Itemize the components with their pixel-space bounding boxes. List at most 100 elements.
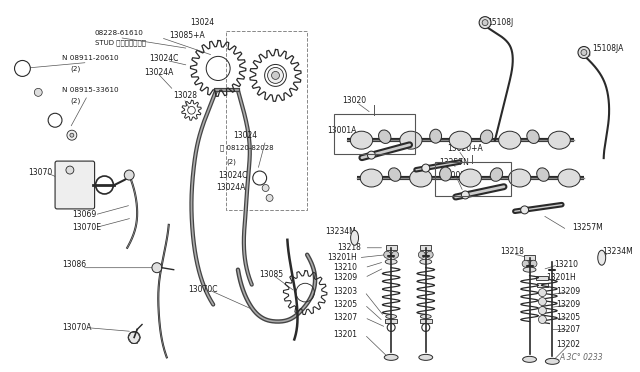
Text: 15108JA: 15108JA — [592, 44, 623, 53]
Text: 13024A: 13024A — [144, 68, 173, 77]
Text: B: B — [257, 175, 262, 181]
Text: 13201H: 13201H — [547, 273, 576, 282]
Ellipse shape — [481, 130, 493, 144]
FancyBboxPatch shape — [55, 161, 95, 209]
Circle shape — [530, 260, 537, 267]
Circle shape — [538, 315, 547, 324]
Text: 13205: 13205 — [556, 313, 580, 322]
Ellipse shape — [360, 169, 383, 187]
Circle shape — [461, 191, 469, 199]
Text: 13209: 13209 — [556, 287, 580, 296]
Circle shape — [15, 61, 30, 76]
Text: STUD スタッド（Ｂ）: STUD スタッド（Ｂ） — [95, 39, 146, 46]
Circle shape — [422, 164, 429, 172]
Text: 13257M: 13257M — [572, 223, 603, 232]
Text: (2): (2) — [226, 159, 236, 165]
Text: 13210: 13210 — [554, 260, 579, 269]
Ellipse shape — [490, 168, 502, 181]
Ellipse shape — [523, 356, 536, 362]
Text: 13024: 13024 — [191, 18, 214, 27]
Circle shape — [581, 49, 587, 55]
Text: 13209: 13209 — [333, 273, 357, 282]
Circle shape — [67, 130, 77, 140]
Text: N 08915-33610: N 08915-33610 — [62, 87, 118, 93]
Text: (2): (2) — [70, 97, 80, 103]
Ellipse shape — [420, 259, 432, 264]
FancyBboxPatch shape — [386, 245, 397, 250]
Text: 13201H: 13201H — [327, 253, 356, 262]
Circle shape — [419, 251, 425, 258]
Text: 13001AA: 13001AA — [442, 170, 476, 180]
Ellipse shape — [537, 168, 549, 181]
Text: 13069: 13069 — [72, 211, 96, 219]
Circle shape — [392, 251, 399, 258]
Text: 13070A: 13070A — [62, 323, 92, 332]
Text: 13209: 13209 — [556, 300, 580, 309]
Text: 13234M: 13234M — [325, 227, 356, 236]
Circle shape — [128, 331, 140, 343]
Ellipse shape — [388, 168, 401, 181]
Ellipse shape — [459, 169, 481, 187]
Ellipse shape — [378, 130, 391, 144]
Ellipse shape — [410, 169, 432, 187]
Circle shape — [521, 206, 529, 214]
Ellipse shape — [385, 259, 397, 264]
Ellipse shape — [598, 250, 605, 265]
Text: 13210: 13210 — [333, 263, 357, 272]
Text: 13234M: 13234M — [602, 247, 632, 256]
Text: 13028: 13028 — [173, 91, 198, 100]
Text: 13070: 13070 — [28, 167, 52, 177]
Text: 13024: 13024 — [233, 131, 257, 140]
Text: 13257N: 13257N — [440, 158, 470, 167]
Circle shape — [522, 260, 529, 267]
Ellipse shape — [419, 355, 433, 360]
Circle shape — [124, 170, 134, 180]
Text: 13202: 13202 — [556, 340, 580, 349]
Circle shape — [152, 263, 162, 273]
Ellipse shape — [509, 169, 531, 187]
Ellipse shape — [400, 131, 422, 149]
Text: 08228-61610: 08228-61610 — [95, 30, 143, 36]
Circle shape — [538, 307, 547, 314]
Text: 13085: 13085 — [260, 270, 284, 279]
Circle shape — [70, 133, 74, 137]
Text: A 3C° 0233: A 3C° 0233 — [559, 353, 603, 362]
Ellipse shape — [558, 169, 580, 187]
Circle shape — [384, 251, 390, 258]
Circle shape — [262, 185, 269, 192]
Text: 13024C: 13024C — [149, 54, 179, 63]
Ellipse shape — [386, 314, 397, 318]
Text: 13024A: 13024A — [216, 183, 246, 192]
Text: N 08911-20610: N 08911-20610 — [62, 55, 118, 61]
Ellipse shape — [429, 129, 442, 143]
Text: 13020+A: 13020+A — [447, 144, 483, 153]
FancyBboxPatch shape — [420, 320, 432, 324]
Text: (2): (2) — [70, 65, 80, 72]
Text: 13203: 13203 — [333, 287, 357, 296]
Text: 13201: 13201 — [333, 330, 357, 339]
Ellipse shape — [523, 267, 536, 272]
Text: 13218: 13218 — [500, 247, 524, 256]
FancyBboxPatch shape — [385, 320, 397, 324]
Text: 13070E: 13070E — [72, 223, 101, 232]
Circle shape — [268, 67, 284, 83]
Text: 15108J: 15108J — [487, 18, 513, 27]
Ellipse shape — [527, 130, 540, 144]
Text: 13218: 13218 — [337, 243, 361, 252]
Circle shape — [426, 251, 433, 258]
Text: 13020: 13020 — [342, 96, 366, 105]
Text: 13024C: 13024C — [218, 170, 248, 180]
Circle shape — [538, 289, 547, 296]
Ellipse shape — [351, 230, 358, 245]
Ellipse shape — [350, 131, 372, 149]
Text: 13070C: 13070C — [189, 285, 218, 294]
Text: 13086: 13086 — [62, 260, 86, 269]
Circle shape — [482, 20, 488, 26]
Text: 13207: 13207 — [556, 325, 580, 334]
Circle shape — [66, 166, 74, 174]
Circle shape — [48, 113, 62, 127]
Ellipse shape — [420, 314, 431, 318]
Circle shape — [538, 298, 547, 305]
Ellipse shape — [440, 167, 451, 181]
Circle shape — [271, 71, 280, 79]
